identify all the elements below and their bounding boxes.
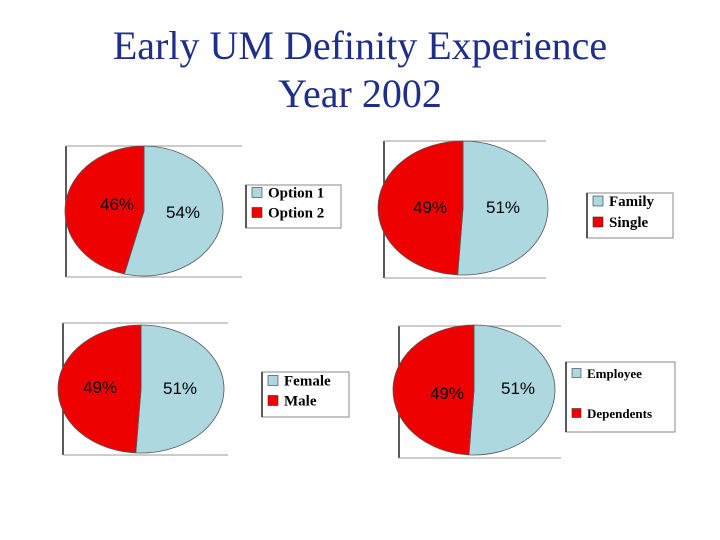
pie-slice-family xyxy=(457,140,549,276)
pie-chart-2: 51% 49% Family Single xyxy=(377,140,674,279)
legend-box xyxy=(565,361,676,433)
pie-percent-label: 51% xyxy=(486,198,520,217)
chart-legend: Family Single xyxy=(586,192,674,239)
pie-slice-male xyxy=(57,324,142,454)
legend-swatch-option 2 xyxy=(251,207,263,218)
legend-swatch-dependents xyxy=(571,408,582,418)
pie-chart-4: 51% 49% Employee Dependents xyxy=(392,324,676,459)
legend-swatch-single xyxy=(592,216,604,228)
page-title: Early UM Definity Experience xyxy=(112,23,608,68)
legend-label: Female xyxy=(284,374,331,390)
pie-slice-single xyxy=(377,140,464,276)
pie-percent-label: 49% xyxy=(413,198,447,217)
legend-swatch-family xyxy=(592,195,604,207)
pie-percent-label: 51% xyxy=(163,379,197,398)
page-subtitle: Year 2002 xyxy=(278,71,442,116)
pie-percent-label: 54% xyxy=(166,203,200,222)
legend-swatch-employee xyxy=(571,368,582,378)
pie-percent-label: 51% xyxy=(501,379,535,398)
legend-swatch-male xyxy=(267,395,279,406)
pie-percent-label: 49% xyxy=(430,384,464,403)
legend-label: Option 2 xyxy=(268,206,324,222)
pie-percent-label: 46% xyxy=(100,195,134,214)
pie-slice-employee xyxy=(468,324,556,456)
pie-percent-label: 49% xyxy=(83,378,117,397)
chart-legend: Option 1 Option 2 xyxy=(245,184,342,229)
chart-legend: Female Male xyxy=(261,371,350,418)
pie-chart-1: 54% 46% Option 1 Option 2 xyxy=(64,145,342,278)
legend-label: Family xyxy=(609,194,654,210)
legend-label: Employee xyxy=(587,366,642,381)
chart-legend: Employee Dependents xyxy=(565,361,676,433)
legend-label: Dependents xyxy=(587,406,652,421)
legend-label: Single xyxy=(609,215,649,231)
pie-slice-female xyxy=(135,324,225,454)
legend-label: Male xyxy=(284,394,317,410)
legend-swatch-female xyxy=(267,375,279,386)
pie-slice-dependents xyxy=(392,324,475,456)
legend-swatch-option 1 xyxy=(251,187,263,198)
pie-slice-option-1 xyxy=(123,145,224,277)
legend-label: Option 1 xyxy=(268,186,324,202)
pie-chart-3: 51% 49% Female Male xyxy=(57,322,350,456)
pie-slice-option-2 xyxy=(64,145,145,275)
